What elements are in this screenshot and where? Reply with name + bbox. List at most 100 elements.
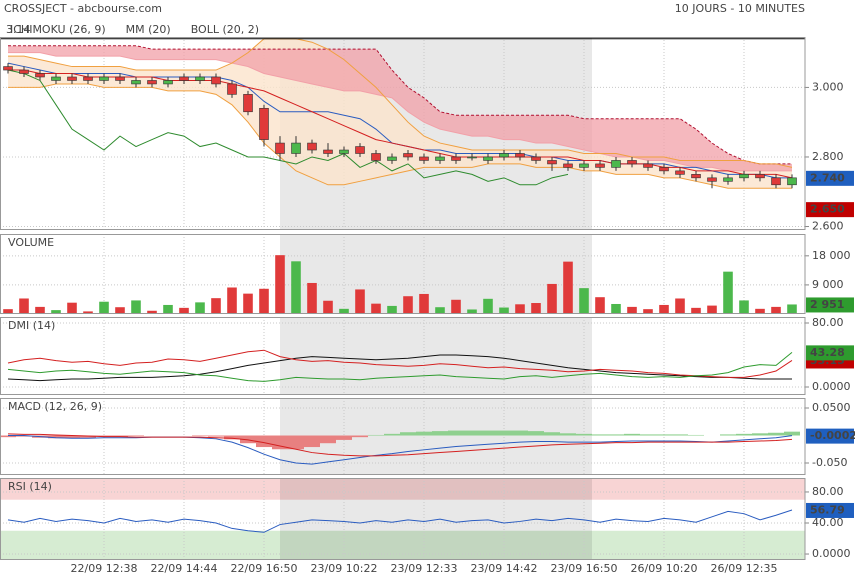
volume-bar: [35, 306, 45, 314]
last-value-label: -0.0002: [810, 429, 855, 442]
volume-bar: [659, 304, 669, 314]
histogram-bar: [368, 434, 384, 436]
histogram-bar: [752, 433, 768, 436]
candle-body: [595, 163, 605, 168]
volume-bar: [611, 303, 621, 314]
histogram-bar: [256, 435, 272, 448]
last-value-box: [806, 428, 854, 444]
x-tick-label: 22/09 16:50: [231, 562, 298, 575]
histogram-bar: [96, 435, 112, 437]
candle-body: [339, 149, 349, 154]
panel: 0.0500 -0.050 MACD (12, 26, 9) -0.0002: [0, 398, 855, 475]
volume-bar: [515, 304, 525, 314]
histogram-bar: [192, 435, 208, 437]
candle-body: [259, 107, 269, 140]
panel: 80.00 40.00 0.0000 RSI (14) 56.79: [0, 478, 854, 560]
volume-bar: [323, 300, 333, 314]
volume-bar: [739, 300, 749, 314]
candle-body: [355, 146, 365, 154]
histogram-bar: [288, 435, 304, 450]
volume-bar: [435, 307, 445, 314]
histogram-bar: [48, 435, 64, 439]
candle-body: [771, 177, 781, 186]
histogram-bar: [480, 430, 496, 436]
histogram-bar: [656, 434, 672, 436]
histogram-bar: [496, 430, 512, 436]
cloud-edge: [8, 52, 792, 172]
panel-background: [0, 317, 805, 395]
volume-bar: [755, 308, 765, 314]
volume-bar: [419, 293, 429, 314]
volume-bar: [83, 311, 93, 314]
y-tick-label: 40.00: [812, 516, 844, 529]
histogram-bar: [512, 430, 528, 436]
volume-bar: [115, 307, 125, 314]
volume-bar: [195, 302, 205, 314]
histogram-bar: [64, 435, 80, 439]
volume-bar: [403, 296, 413, 314]
histogram-bar: [384, 433, 400, 436]
indicator-line: [8, 69, 793, 179]
cloud-fill: [8, 45, 792, 171]
last-value-box: [806, 202, 854, 218]
session-shade: [280, 478, 592, 560]
volume-bar: [595, 297, 605, 314]
histogram-bar: [432, 431, 448, 436]
candle-body: [195, 76, 205, 81]
last-value-label: 56.79: [810, 503, 845, 516]
volume-bar: [371, 303, 381, 314]
volume-bar: [307, 282, 317, 314]
panel-background: [0, 398, 805, 475]
histogram-bar: [416, 431, 432, 436]
y-tick-label: 9 000: [812, 278, 844, 291]
last-value-box: [806, 297, 854, 313]
candle-body: [547, 160, 557, 165]
panel-title: MACD (12, 26, 9): [8, 400, 102, 413]
volume-bar: [275, 255, 285, 314]
panel-title: RSI (14): [8, 480, 52, 493]
candle-body: [35, 73, 45, 78]
histogram-bar: [672, 434, 688, 436]
volume-bar: [787, 304, 797, 314]
histogram-bar: [768, 432, 784, 436]
candle-body: [227, 83, 237, 95]
candle-body: [67, 76, 77, 81]
volume-bar: [691, 307, 701, 314]
volume-bar: [771, 306, 781, 314]
volume-bar: [499, 307, 509, 314]
volume-bar: [99, 301, 109, 314]
candle-body: [627, 160, 637, 165]
candle-body: [787, 177, 797, 186]
y-tick-label: 2.600: [812, 220, 844, 233]
histogram-bar: [112, 435, 128, 437]
last-value-box: [806, 502, 854, 518]
x-tick-label: 23/09 14:42: [471, 562, 538, 575]
session-shade: [280, 234, 592, 314]
candle-body: [659, 167, 669, 172]
volume-bar: [355, 289, 365, 314]
histogram-bar: [784, 431, 800, 436]
histogram-bar: [352, 435, 368, 438]
volume-bar: [547, 283, 557, 314]
y-tick-label: -0.050: [812, 456, 847, 469]
candle-body: [755, 174, 765, 179]
y-tick-label: 3.000: [812, 80, 844, 93]
histogram-bar: [80, 435, 96, 438]
candle-body: [163, 80, 173, 85]
candle-body: [723, 177, 733, 182]
last-value-label: 2.650: [810, 203, 845, 216]
volume-bar: [131, 300, 141, 314]
candle-body: [307, 142, 317, 151]
panel-frame: [0, 317, 806, 395]
x-tick-label: 22/09 12:38: [71, 562, 138, 575]
legend-entry: MM (20): [126, 23, 171, 36]
candle-body: [691, 174, 701, 179]
indicator-line: [7, 351, 793, 382]
annotation-label: 3.14: [6, 23, 31, 36]
histogram-bar: [464, 430, 480, 436]
histogram-bar: [736, 433, 752, 436]
last-value-box: [806, 170, 854, 186]
candle-body: [515, 153, 525, 158]
histogram-bar: [544, 432, 560, 436]
